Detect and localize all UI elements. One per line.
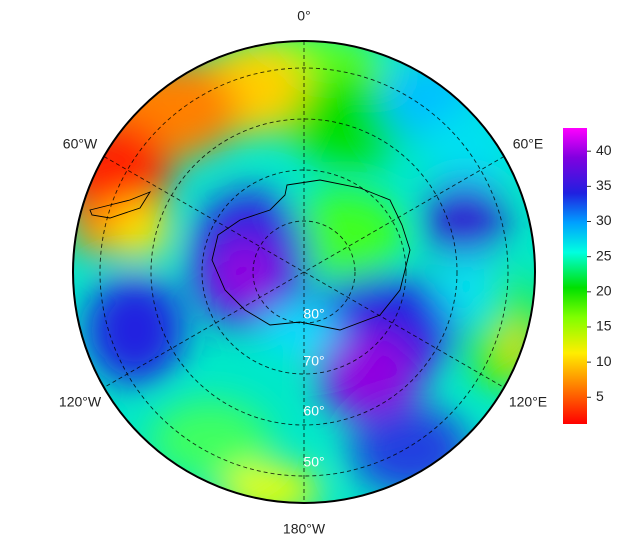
colorbar bbox=[563, 128, 587, 424]
latitude-label: 60° bbox=[303, 403, 324, 419]
colorbar-tick-label: 35 bbox=[596, 177, 612, 193]
longitude-label: 120°E bbox=[509, 394, 547, 410]
colorbar-tick-label: 20 bbox=[596, 283, 612, 299]
colorbar-tick-label: 25 bbox=[596, 247, 612, 263]
colorbar-tick-label: 30 bbox=[596, 212, 612, 228]
latitude-label: 80° bbox=[303, 306, 324, 322]
colorbar-tick-label: 15 bbox=[596, 318, 612, 334]
longitude-label: 0° bbox=[297, 8, 310, 24]
colorbar-ticks: 5 10 15 20 25 30 35 40 bbox=[587, 142, 612, 404]
coastline bbox=[211, 179, 411, 331]
colorbar-tick-label: 5 bbox=[596, 388, 604, 404]
graticule bbox=[99, 41, 509, 503]
colorbar-tick-label: 40 bbox=[596, 142, 612, 158]
colorbar-tick-label: 10 bbox=[596, 353, 612, 369]
coastline bbox=[89, 191, 152, 219]
longitude-label: 60°E bbox=[513, 136, 544, 152]
map-border bbox=[72, 40, 536, 504]
longitude-label: 60°W bbox=[63, 136, 98, 152]
latitude-label: 50° bbox=[303, 454, 324, 470]
longitude-label: 180°W bbox=[283, 521, 326, 537]
longitude-label: 120°W bbox=[59, 394, 102, 410]
latitude-label: 70° bbox=[303, 353, 324, 369]
